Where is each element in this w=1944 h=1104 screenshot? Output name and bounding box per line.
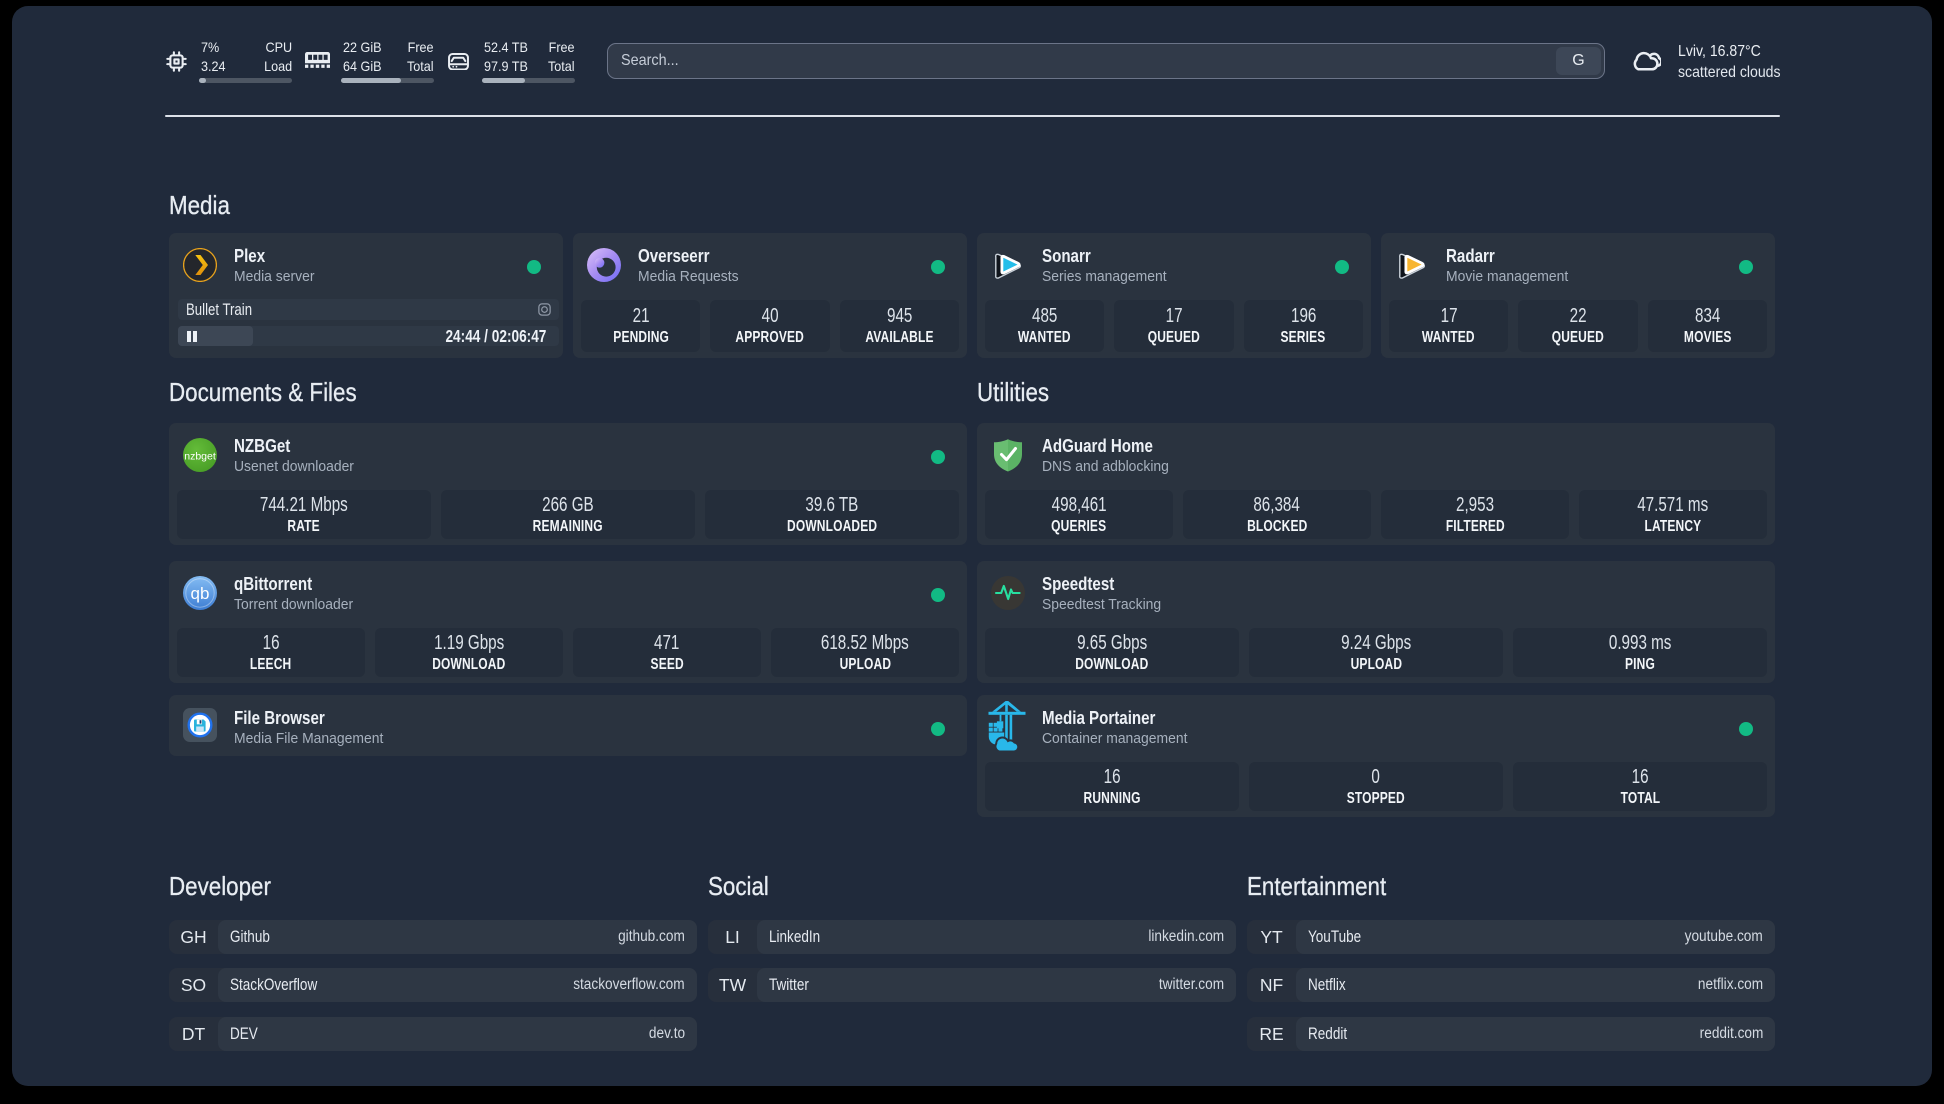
svg-text:qb: qb — [191, 584, 210, 603]
svg-text:nzbget: nzbget — [184, 451, 216, 463]
